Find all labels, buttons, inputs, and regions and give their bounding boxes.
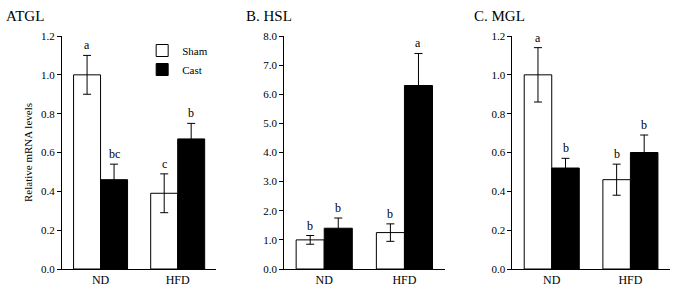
svg-text:ND: ND — [316, 273, 334, 287]
svg-text:1.0: 1.0 — [263, 234, 277, 246]
svg-text:HFD: HFD — [618, 273, 642, 287]
svg-text:1.2: 1.2 — [491, 30, 505, 42]
svg-text:0.4: 0.4 — [491, 185, 505, 197]
svg-text:0.6: 0.6 — [491, 146, 505, 158]
svg-text:C. MGL: C. MGL — [474, 8, 525, 24]
svg-text:a: a — [415, 36, 421, 50]
svg-text:ATGL: ATGL — [6, 8, 44, 24]
svg-text:6.0: 6.0 — [263, 88, 277, 100]
svg-text:0.0: 0.0 — [491, 263, 505, 275]
svg-text:bc: bc — [109, 147, 120, 161]
svg-text:b: b — [563, 141, 569, 155]
svg-text:0.8: 0.8 — [491, 108, 505, 120]
svg-text:1.0: 1.0 — [41, 69, 55, 81]
svg-text:5.0: 5.0 — [263, 117, 277, 129]
svg-text:HFD: HFD — [392, 273, 416, 287]
svg-text:a: a — [535, 31, 541, 45]
svg-text:0.4: 0.4 — [41, 185, 55, 197]
svg-text:0.2: 0.2 — [41, 224, 55, 236]
svg-text:Sham: Sham — [182, 45, 208, 57]
svg-text:0.8: 0.8 — [41, 108, 55, 120]
svg-text:c: c — [162, 157, 167, 171]
svg-text:7.0: 7.0 — [263, 59, 277, 71]
svg-text:Cast: Cast — [182, 64, 202, 76]
svg-text:ND: ND — [543, 273, 561, 287]
svg-text:a: a — [84, 38, 90, 52]
svg-text:4.0: 4.0 — [263, 146, 277, 158]
svg-text:b: b — [188, 106, 194, 120]
svg-text:1.2: 1.2 — [41, 30, 55, 42]
svg-text:0.0: 0.0 — [263, 263, 277, 275]
svg-text:b: b — [335, 201, 341, 215]
svg-text:0.0: 0.0 — [41, 263, 55, 275]
svg-text:B. HSL: B. HSL — [246, 8, 292, 24]
svg-text:Relative mRNA levels: Relative mRNA levels — [22, 103, 34, 202]
svg-text:HFD: HFD — [166, 273, 190, 287]
svg-text:0.6: 0.6 — [41, 146, 55, 158]
svg-text:b: b — [641, 118, 647, 132]
svg-text:b: b — [307, 219, 313, 233]
svg-text:2.0: 2.0 — [263, 205, 277, 217]
svg-text:3.0: 3.0 — [263, 175, 277, 187]
svg-text:ND: ND — [92, 273, 110, 287]
svg-text:1.0: 1.0 — [491, 69, 505, 81]
svg-text:0.2: 0.2 — [491, 224, 505, 236]
svg-text:b: b — [387, 207, 393, 221]
svg-text:8.0: 8.0 — [263, 30, 277, 42]
svg-text:b: b — [614, 147, 620, 161]
